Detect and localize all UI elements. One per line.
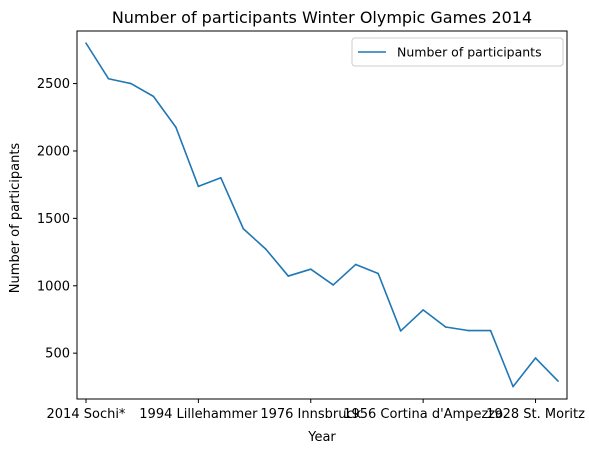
data-point — [153, 96, 155, 98]
data-point — [85, 42, 87, 44]
x-tick-label: 1994 Lillehammer — [139, 407, 258, 422]
plot-area-frame — [77, 31, 567, 399]
y-axis-label: Number of participants — [8, 143, 23, 294]
data-point — [175, 126, 177, 128]
data-point — [400, 330, 402, 332]
x-axis-ticks: 2014 Sochi* 1994 Lillehammer 1976 Innsbruc… — [47, 399, 586, 422]
chart-title: Number of participants Winter Olympic Ga… — [112, 8, 532, 27]
legend-series-label: Number of participants — [397, 45, 542, 60]
data-point — [535, 357, 537, 359]
data-point — [332, 284, 334, 286]
data-point — [422, 309, 424, 311]
y-tick-label: 1000 — [37, 279, 70, 294]
x-axis-label: Year — [307, 430, 336, 445]
data-point — [557, 380, 559, 382]
data-point — [445, 326, 447, 328]
data-point — [355, 264, 357, 266]
data-point — [198, 186, 200, 188]
data-point — [287, 275, 289, 277]
y-axis-ticks: 500 1000 1500 2000 2500 — [37, 77, 77, 362]
data-point — [108, 78, 110, 80]
legend: Number of participants — [352, 38, 563, 66]
data-point — [130, 83, 132, 85]
data-point — [220, 177, 222, 179]
x-tick-label: 1956 Cortina d'Ampezzo — [343, 407, 503, 422]
y-tick-label: 2000 — [37, 144, 70, 159]
y-tick-label: 2500 — [37, 77, 70, 92]
y-tick-label: 1500 — [37, 212, 70, 227]
y-tick-label: 500 — [45, 347, 70, 362]
data-point — [310, 268, 312, 270]
data-point — [265, 248, 267, 250]
data-point — [467, 330, 469, 332]
data-point — [377, 273, 379, 275]
x-tick-label: 1928 St. Moritz — [486, 407, 585, 422]
data-point — [490, 330, 492, 332]
data-point — [512, 386, 514, 388]
participants-series-points — [85, 42, 559, 387]
data-point — [243, 228, 245, 230]
x-tick-label: 2014 Sochi* — [47, 407, 126, 422]
participants-series-line — [86, 43, 558, 386]
